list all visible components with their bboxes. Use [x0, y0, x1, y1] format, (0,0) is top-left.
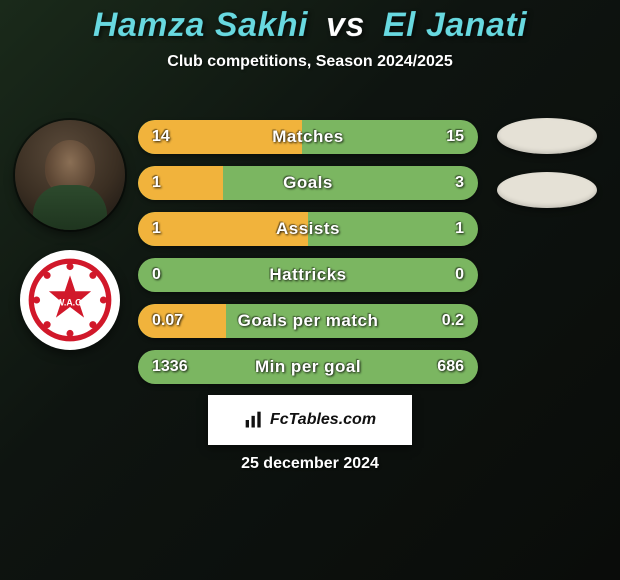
stat-row: 00Hattricks: [138, 258, 478, 292]
chart-icon: [244, 410, 264, 430]
vs-label: vs: [326, 6, 365, 44]
player2-oval-2: [497, 172, 597, 208]
stat-bars: 1415Matches 13Goals 11Assists 00Hattricks 0.…: [138, 120, 478, 384]
right-column: [492, 118, 602, 208]
svg-text:W.A.C.: W.A.C.: [56, 297, 84, 307]
stat-label: Min per goal: [138, 350, 478, 384]
page-title: Hamza Sakhi vs El Janati: [0, 0, 620, 45]
stat-label: Hattricks: [138, 258, 478, 292]
comparison-card: Hamza Sakhi vs El Janati Club competitio…: [0, 0, 620, 580]
stat-row: 0.070.2Goals per match: [138, 304, 478, 338]
date-label: 25 december 2024: [0, 455, 620, 473]
player1-name: Hamza Sakhi: [93, 6, 308, 44]
stat-label: Matches: [138, 120, 478, 154]
watermark: FcTables.com: [208, 395, 412, 445]
player2-name: El Janati: [383, 6, 527, 44]
club-badge-icon: W.A.C.: [26, 256, 114, 344]
player1-avatar: [15, 120, 125, 230]
watermark-text: FcTables.com: [270, 411, 376, 429]
left-column: W.A.C.: [10, 120, 130, 350]
stat-label: Goals per match: [138, 304, 478, 338]
player2-oval-1: [497, 118, 597, 154]
stat-row: 1336686Min per goal: [138, 350, 478, 384]
stat-label: Goals: [138, 166, 478, 200]
stat-row: 1415Matches: [138, 120, 478, 154]
club-badge: W.A.C.: [20, 250, 120, 350]
stat-row: 11Assists: [138, 212, 478, 246]
stat-row: 13Goals: [138, 166, 478, 200]
stat-label: Assists: [138, 212, 478, 246]
subtitle: Club competitions, Season 2024/2025: [0, 53, 620, 71]
